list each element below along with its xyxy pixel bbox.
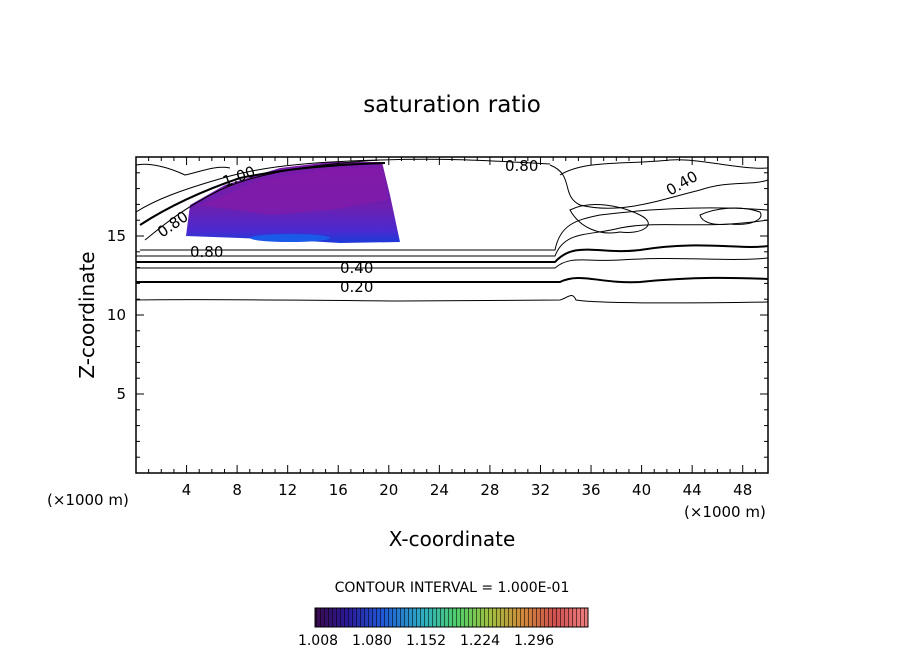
y-axis-label: Z-coordinate	[75, 251, 99, 378]
contour-label: 0.80	[505, 157, 538, 175]
contour-lines	[135, 158, 769, 304]
contour-interval: CONTOUR INTERVAL = 1.000E-01	[335, 580, 570, 596]
colorbar-tick-label: 1.008	[298, 633, 338, 649]
x-tick-label: 44	[683, 481, 702, 499]
colorbar-tick-label: 1.152	[406, 633, 446, 649]
x-unit-right: (×1000 m)	[684, 503, 766, 521]
colorbar	[314, 607, 589, 628]
x-tick-label: 8	[232, 481, 242, 499]
x-tick-label: 40	[632, 481, 651, 499]
x-tick-label: 12	[278, 481, 297, 499]
x-tick-label: 48	[733, 481, 752, 499]
x-tick-label: 24	[430, 481, 449, 499]
chart-title: saturation ratio	[363, 92, 541, 118]
x-tick-label: 28	[480, 481, 499, 499]
y-tick-label: 5	[116, 385, 126, 403]
contour-label: 0.80	[190, 243, 223, 261]
y-tick-label: 15	[107, 227, 126, 245]
filled-region	[186, 162, 400, 243]
x-tick-label: 36	[581, 481, 600, 499]
x-unit-left: (×1000 m)	[47, 491, 129, 509]
contour-label: 0.40	[340, 259, 373, 277]
contour-label: 0.20	[340, 278, 373, 296]
x-tick-label: 4	[182, 481, 192, 499]
colorbar-tick-label: 1.080	[352, 633, 392, 649]
x-tick-label: 32	[531, 481, 550, 499]
x-tick-label: 20	[379, 481, 398, 499]
colorbar-tick-label: 1.296	[514, 633, 554, 649]
x-axis-label: X-coordinate	[389, 527, 516, 551]
colorbar-ticks: 1.008 1.080 1.152 1.224 1.296	[298, 633, 554, 649]
x-tick-label: 16	[329, 481, 348, 499]
colorbar-tick-label: 1.224	[460, 633, 500, 649]
y-tick-label: 10	[107, 306, 126, 324]
